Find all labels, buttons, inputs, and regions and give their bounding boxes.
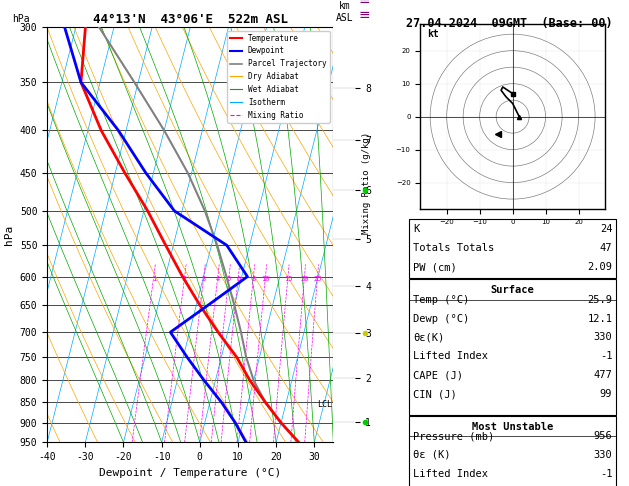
- Text: 20: 20: [300, 276, 309, 282]
- Text: Mixing Ratio (g/kg): Mixing Ratio (g/kg): [362, 132, 371, 235]
- Text: 330: 330: [594, 450, 612, 460]
- Bar: [409, 219, 616, 278]
- Text: 4: 4: [216, 276, 220, 282]
- Text: θε(K): θε(K): [413, 332, 444, 343]
- Text: 25: 25: [313, 276, 322, 282]
- Text: θε (K): θε (K): [413, 450, 450, 460]
- Bar: [409, 279, 616, 415]
- Text: km
ASL: km ASL: [335, 1, 353, 22]
- Text: 47: 47: [600, 243, 612, 253]
- Text: hPa: hPa: [13, 14, 30, 24]
- Text: K: K: [413, 225, 420, 234]
- Text: 1: 1: [152, 276, 156, 282]
- Text: 2.09: 2.09: [587, 262, 612, 272]
- Text: Pressure (mb): Pressure (mb): [413, 431, 494, 441]
- Text: Surface: Surface: [491, 285, 535, 295]
- Text: ≡: ≡: [359, 8, 370, 22]
- Text: Lifted Index: Lifted Index: [413, 351, 488, 362]
- Text: CIN (J): CIN (J): [413, 389, 457, 399]
- Text: Totals Totals: Totals Totals: [413, 243, 494, 253]
- Text: 25.9: 25.9: [587, 295, 612, 305]
- Legend: Temperature, Dewpoint, Parcel Trajectory, Dry Adiabat, Wet Adiabat, Isotherm, Mi: Temperature, Dewpoint, Parcel Trajectory…: [227, 31, 330, 122]
- Text: LCL: LCL: [317, 400, 332, 409]
- Text: 3: 3: [202, 276, 206, 282]
- Text: 5: 5: [227, 276, 231, 282]
- Text: 6: 6: [237, 276, 240, 282]
- X-axis label: Dewpoint / Temperature (°C): Dewpoint / Temperature (°C): [99, 468, 281, 478]
- Text: PW (cm): PW (cm): [413, 262, 457, 272]
- Text: 27.04.2024  09GMT  (Base: 00): 27.04.2024 09GMT (Base: 00): [406, 17, 612, 30]
- Text: 12.1: 12.1: [587, 313, 612, 324]
- Text: kt: kt: [427, 30, 438, 39]
- Text: 15: 15: [284, 276, 292, 282]
- Text: 956: 956: [594, 431, 612, 441]
- Text: Temp (°C): Temp (°C): [413, 295, 469, 305]
- Y-axis label: hPa: hPa: [4, 225, 14, 244]
- Text: 330: 330: [594, 332, 612, 343]
- Text: Dewp (°C): Dewp (°C): [413, 313, 469, 324]
- Text: 477: 477: [594, 370, 612, 381]
- Text: -1: -1: [600, 469, 612, 479]
- Text: 10: 10: [261, 276, 270, 282]
- Text: 8: 8: [252, 276, 255, 282]
- Text: 2: 2: [182, 276, 187, 282]
- Text: Most Unstable: Most Unstable: [472, 421, 554, 432]
- Text: CAPE (J): CAPE (J): [413, 370, 463, 381]
- Title: 44°13'N  43°06'E  522m ASL: 44°13'N 43°06'E 522m ASL: [92, 13, 288, 26]
- Text: ≡: ≡: [359, 0, 370, 7]
- Text: Lifted Index: Lifted Index: [413, 469, 488, 479]
- Text: -1: -1: [600, 351, 612, 362]
- Bar: [409, 416, 616, 486]
- Text: 99: 99: [600, 389, 612, 399]
- Text: 24: 24: [600, 225, 612, 234]
